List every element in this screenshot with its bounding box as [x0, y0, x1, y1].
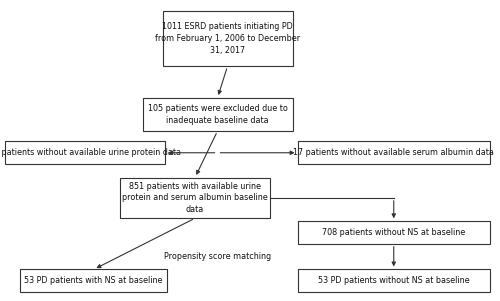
Text: 851 patients with available urine
protein and serum albumin baseline
data: 851 patients with available urine protei…: [122, 182, 268, 214]
Text: 708 patients without NS at baseline: 708 patients without NS at baseline: [322, 228, 466, 237]
Text: 17 patients without available serum albumin data: 17 patients without available serum albu…: [294, 148, 494, 157]
FancyBboxPatch shape: [162, 11, 292, 66]
Text: 105 patients were excluded due to
inadequate baseline data: 105 patients were excluded due to inadeq…: [148, 104, 288, 125]
FancyBboxPatch shape: [298, 141, 490, 164]
FancyBboxPatch shape: [142, 98, 292, 131]
FancyBboxPatch shape: [20, 269, 168, 292]
Text: 53 PD patients without NS at baseline: 53 PD patients without NS at baseline: [318, 276, 470, 285]
Text: 38 patients without available urine protein data: 38 patients without available urine prot…: [0, 148, 181, 157]
Text: 1011 ESRD patients initiating PD
from February 1, 2006 to December
31, 2017: 1011 ESRD patients initiating PD from Fe…: [155, 22, 300, 55]
Text: 53 PD patients with NS at baseline: 53 PD patients with NS at baseline: [24, 276, 163, 285]
Text: Propensity score matching: Propensity score matching: [164, 252, 271, 261]
FancyBboxPatch shape: [120, 178, 270, 218]
FancyBboxPatch shape: [298, 221, 490, 244]
FancyBboxPatch shape: [5, 141, 165, 164]
FancyBboxPatch shape: [298, 269, 490, 292]
